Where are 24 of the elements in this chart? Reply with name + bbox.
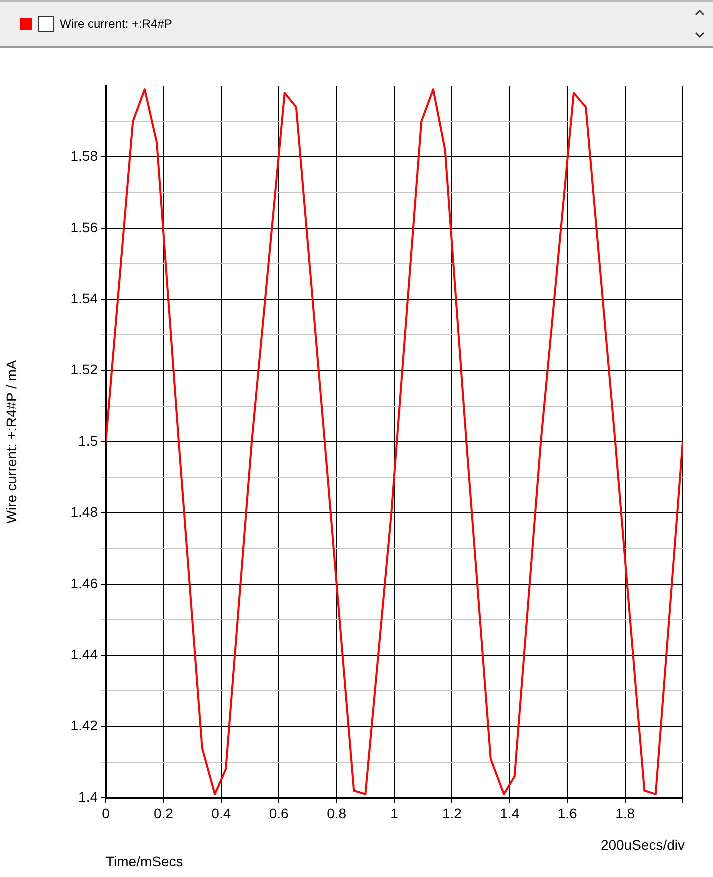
x-tick-label: 1.4: [500, 805, 520, 822]
x-tick-label: 1.6: [558, 805, 578, 822]
x-tick-label: 0.4: [212, 805, 232, 822]
x-tick-label: 1.8: [616, 805, 636, 822]
x-tick-label: 1: [390, 805, 399, 822]
y-tick-label: 1.5: [78, 432, 98, 449]
x-tick-label: 0.2: [154, 805, 174, 822]
x-tick-label: 0.6: [269, 805, 290, 822]
x-tick-label: 1.2: [442, 805, 462, 822]
y-tick-label: 1.52: [70, 362, 98, 378]
y-axis-title: Wire current: +:R4#P / mA: [3, 360, 20, 524]
text: Wire current: +:R4#P: [60, 17, 172, 31]
y-tick-label: 1.48: [70, 504, 98, 520]
text: 200uSecs/div: [600, 836, 685, 853]
x-tick-label: 0: [102, 805, 110, 822]
y-tick-label: 1.44: [70, 646, 98, 662]
y-tick-label: 1.58: [70, 148, 98, 164]
y-tick-label: 1.4: [78, 788, 98, 805]
x-tick-label: 0.8: [327, 805, 347, 822]
x-axis-title: Time/mSecs: [106, 853, 184, 870]
y-tick-label: 1.54: [70, 290, 98, 306]
y-tick-label: 1.56: [70, 219, 98, 236]
y-tick-label: 1.46: [70, 575, 98, 592]
y-tick-label: 1.42: [70, 718, 98, 734]
